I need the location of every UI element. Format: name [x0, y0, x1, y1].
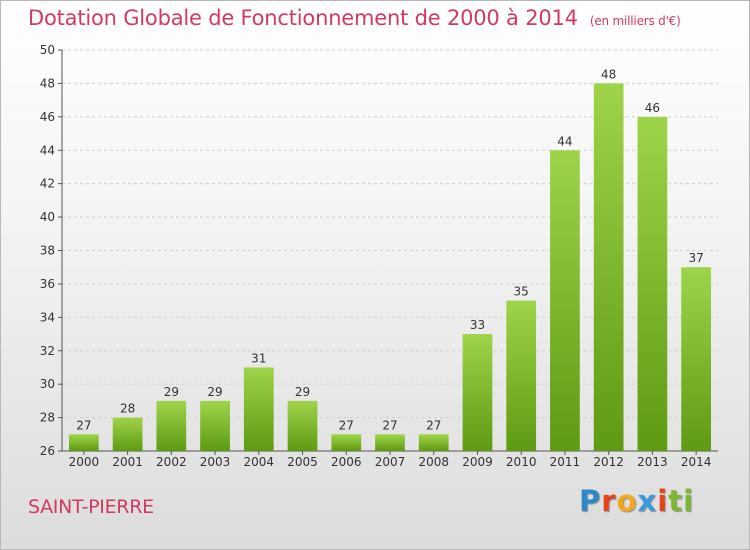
y-tick-label: 42 [40, 177, 55, 191]
bar [200, 400, 230, 451]
bar [243, 367, 274, 451]
bar-value-label: 27 [339, 418, 354, 432]
bar-value-label: 35 [514, 285, 529, 299]
chart-title-text: Dotation Globale de Fonctionnement de 20… [28, 6, 578, 30]
chart-title: Dotation Globale de Fonctionnement de 20… [28, 6, 681, 30]
bar [550, 150, 580, 451]
bar [593, 83, 624, 452]
y-tick-label: 48 [40, 76, 55, 90]
y-tick-label: 40 [40, 210, 55, 224]
bar [68, 434, 99, 451]
x-tick-label: 2004 [244, 455, 275, 469]
bar-value-label: 31 [251, 351, 266, 365]
x-tick-label: 2009 [462, 455, 493, 469]
logo-letter: r [601, 484, 617, 518]
y-tick-label: 50 [40, 43, 55, 57]
bar [331, 434, 362, 451]
y-tick-label: 26 [40, 444, 55, 458]
y-tick-label: 44 [40, 143, 55, 157]
logo-letter: x [637, 484, 658, 518]
bar-value-label: 27 [382, 418, 397, 432]
y-tick-label: 46 [40, 110, 55, 124]
proxiti-logo: Proxiti [579, 484, 694, 518]
x-tick-label: 2000 [69, 455, 100, 469]
bar-value-label: 48 [601, 67, 616, 81]
x-tick-label: 2012 [593, 455, 624, 469]
x-tick-label: 2006 [331, 455, 362, 469]
logo-letter: i [683, 484, 695, 518]
x-tick-label: 2001 [112, 455, 143, 469]
bar-value-label: 29 [164, 385, 179, 399]
bar-value-label: 37 [688, 251, 703, 265]
y-tick-label: 32 [40, 344, 55, 358]
bar [156, 400, 187, 451]
bar-value-label: 46 [645, 101, 660, 115]
chart-subtitle: (en milliers d'€) [589, 14, 681, 28]
x-tick-label: 2003 [200, 455, 231, 469]
bars [68, 83, 712, 452]
logo-letter: t [668, 484, 684, 518]
y-tick-label: 34 [40, 310, 55, 324]
labels: 26 28 30 32 34 36 38 40 42 44 46 48 50 27 2000 28 2001 29… [40, 43, 712, 469]
bar [462, 334, 493, 451]
bar-value-label: 27 [426, 418, 441, 432]
x-tick-label: 2010 [506, 455, 537, 469]
bar [681, 267, 712, 451]
bar-value-label: 33 [470, 318, 485, 332]
x-tick-label: 2007 [375, 455, 406, 469]
bar-value-label: 29 [295, 385, 310, 399]
bar-value-label: 27 [76, 418, 91, 432]
logo-letter: o [616, 484, 638, 518]
bar-value-label: 28 [120, 402, 135, 416]
bar [637, 116, 668, 451]
x-tick-label: 2011 [550, 455, 581, 469]
x-tick-label: 2008 [418, 455, 449, 469]
logo-letter: i [657, 484, 669, 518]
x-tick-label: 2014 [681, 455, 712, 469]
bar-value-label: 29 [207, 385, 222, 399]
bar [418, 434, 449, 451]
y-tick-label: 28 [40, 411, 55, 425]
x-tick-label: 2013 [637, 455, 668, 469]
y-tick-label: 38 [40, 244, 55, 258]
bar [287, 400, 318, 451]
bar [506, 300, 537, 451]
x-tick-label: 2005 [287, 455, 318, 469]
y-tick-label: 36 [40, 277, 55, 291]
bar-value-label: 44 [557, 134, 572, 148]
logo-letter: P [579, 484, 602, 518]
bar [112, 417, 143, 451]
bar [375, 434, 405, 451]
x-tick-label: 2002 [156, 455, 187, 469]
y-tick-label: 30 [40, 377, 55, 391]
commune-name: SAINT-PIERRE [28, 496, 154, 518]
